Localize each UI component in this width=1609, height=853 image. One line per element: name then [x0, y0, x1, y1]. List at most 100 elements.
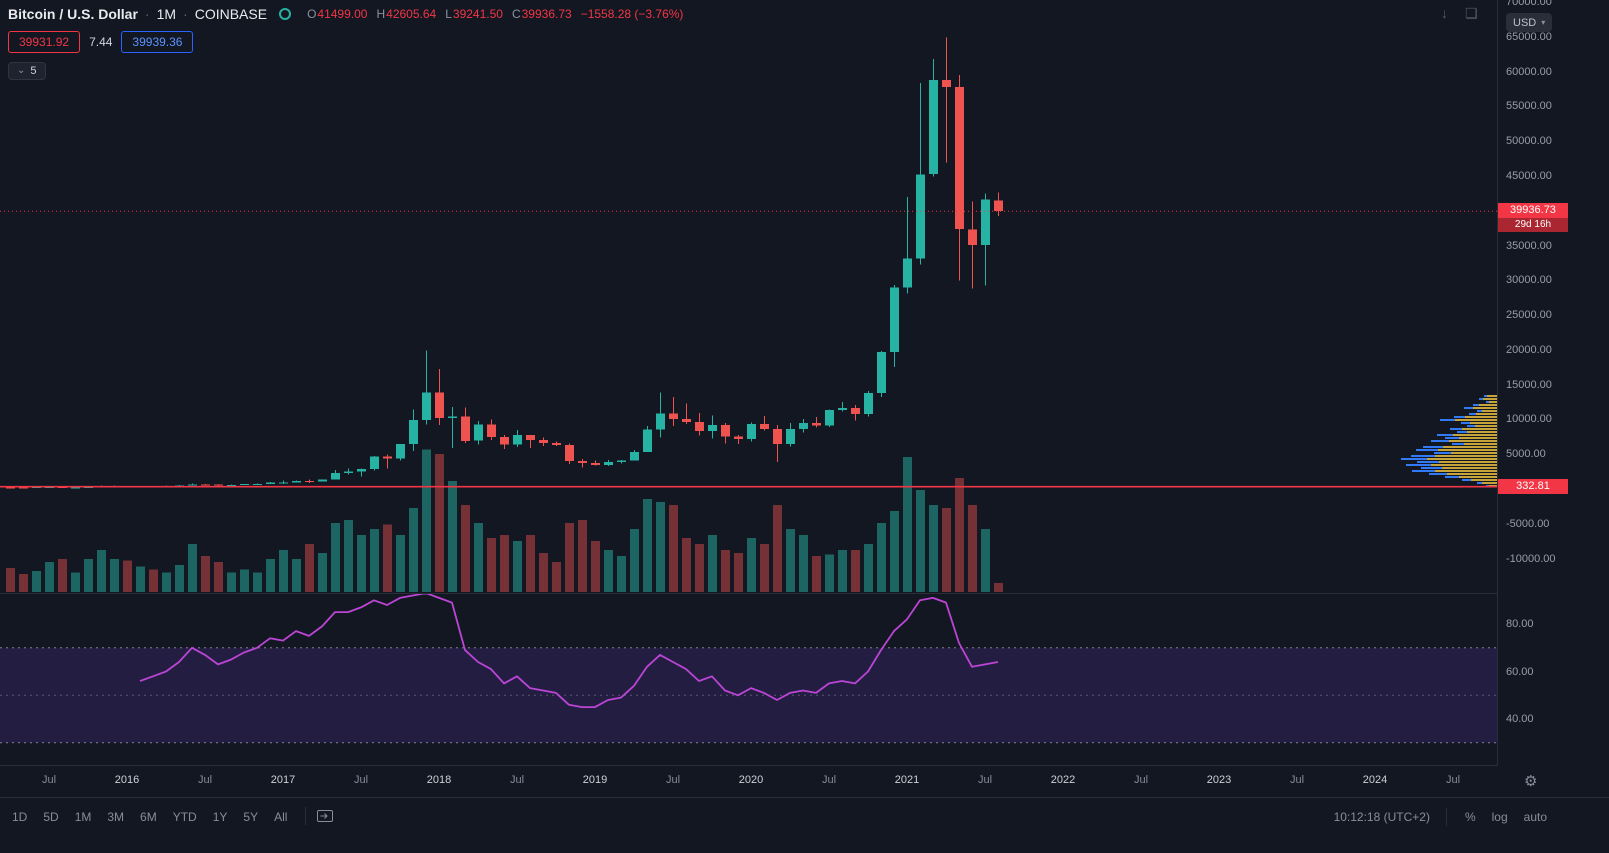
volume-profile-row: [1467, 425, 1475, 427]
volume-bar: [19, 574, 28, 592]
volume-profile-row: [1434, 452, 1451, 454]
snapshot-icon[interactable]: ❏: [1465, 5, 1478, 21]
volume-profile-row: [1431, 440, 1449, 442]
candlestick: [292, 480, 301, 483]
go-to-date-icon[interactable]: [316, 808, 334, 824]
scroll-to-realtime-icon[interactable]: ↓: [1441, 5, 1448, 21]
volume-bar: [617, 556, 626, 592]
symbol-title[interactable]: Bitcoin / U.S. Dollar: [8, 6, 138, 22]
range-button-all[interactable]: All: [266, 807, 295, 827]
volume-bar: [955, 478, 964, 592]
time-tick: Jul: [197, 774, 213, 786]
currency-selector-button[interactable]: USD ▾: [1506, 13, 1553, 32]
volume-profile-row: [1473, 404, 1479, 406]
pane-separator[interactable]: [0, 593, 1609, 594]
last-price-value: 39936.73: [1498, 203, 1568, 219]
price-axis[interactable]: USD ▾ 39936.73 29d 16h 332.81 70000.00 65…: [1498, 0, 1609, 766]
volume-profile-row: [1469, 413, 1476, 415]
candlestick: [656, 413, 665, 430]
caret-down-icon: ▾: [1541, 18, 1546, 27]
rsi-line[interactable]: [139, 593, 999, 708]
interval-label[interactable]: 1M: [156, 6, 177, 22]
horizontal-line-price-label[interactable]: 332.81: [1498, 478, 1568, 494]
range-button-6m[interactable]: 6M: [132, 807, 165, 827]
range-button-ytd[interactable]: YTD: [165, 807, 205, 827]
volume-bar: [474, 523, 483, 592]
rsi-tick: 80.00: [1506, 618, 1534, 630]
last-price-label: 39936.73 29d 16h: [1498, 203, 1568, 233]
candlestick: [825, 410, 834, 426]
bottom-toolbar: 1D 5D 1M 3M 6M YTD 1Y 5Y All 10:12:18 (UTC+2) % …: [0, 798, 1609, 853]
volume-bar: [500, 535, 509, 592]
volume-profile-row: [1438, 449, 1497, 451]
volume-profile-row: [1439, 461, 1497, 463]
candlestick: [617, 460, 626, 463]
volume-bar: [734, 553, 743, 592]
volume-profile-row: [1465, 416, 1497, 418]
percent-scale-button[interactable]: %: [1457, 807, 1484, 827]
volume-profile-row: [1461, 422, 1470, 424]
indicators-collapse-toggle[interactable]: ⌄ 5: [8, 62, 46, 80]
volume-profile-row: [1442, 467, 1497, 469]
volume-profile-row: [1486, 401, 1489, 403]
volume-bar: [825, 554, 834, 592]
candlestick: [604, 462, 613, 465]
clock[interactable]: 10:12:18 (UTC+2): [1333, 810, 1430, 824]
price-tick: 20000.00: [1506, 343, 1552, 356]
ohlc-readout: O41499.00 H42605.64 L39241.50 C39936.73: [307, 7, 572, 21]
volume-bar: [110, 559, 119, 592]
separator-dot: ·: [183, 6, 188, 22]
volume-bar: [175, 565, 184, 592]
chart-corner-icons: ↓ ❏: [1441, 5, 1478, 22]
auto-scale-button[interactable]: auto: [1516, 807, 1555, 827]
log-scale-button[interactable]: log: [1484, 807, 1516, 827]
candlestick: [513, 435, 522, 445]
spread-value: 7.44: [89, 35, 113, 49]
candlestick: [305, 480, 314, 482]
range-button-1m[interactable]: 1M: [67, 807, 100, 827]
range-button-1y[interactable]: 1Y: [205, 807, 236, 827]
candlestick: [773, 429, 782, 445]
candlestick: [175, 485, 184, 487]
volume-profile-row: [1459, 437, 1497, 439]
toolbar-divider: [305, 807, 307, 825]
range-button-3m[interactable]: 3M: [99, 807, 132, 827]
price-tick: 10000.00: [1506, 413, 1552, 426]
volume-bar: [760, 544, 769, 592]
market-status-icon: [279, 8, 292, 20]
volume-profile-row: [1462, 428, 1497, 430]
price-chart-canvas[interactable]: [0, 0, 1497, 766]
price-tick: -5000.00: [1506, 517, 1550, 530]
candlestick: [214, 484, 223, 486]
volume-bar: [786, 529, 795, 592]
range-button-5y[interactable]: 5Y: [235, 807, 266, 827]
rsi-tick: 60.00: [1506, 665, 1534, 678]
volume-bar: [708, 535, 717, 592]
range-button-5d[interactable]: 5D: [35, 807, 66, 827]
volume-bar: [214, 562, 223, 592]
volume-bar: [84, 559, 93, 592]
time-tick: 2022: [1050, 774, 1076, 786]
volume-profile-row: [1445, 476, 1459, 478]
time-tick: Jul: [353, 774, 369, 786]
close-label: C: [511, 7, 521, 21]
time-tick: 2020: [738, 774, 764, 786]
candlestick: [240, 484, 249, 486]
volume-bar: [435, 454, 444, 592]
time-tick: Jul: [1289, 774, 1305, 786]
price-tick: 45000.00: [1506, 169, 1552, 182]
sell-price-button[interactable]: 39931.92: [8, 31, 81, 53]
candlestick: [942, 79, 951, 88]
volume-profile-row: [1471, 479, 1497, 481]
buy-price-button[interactable]: 39939.36: [121, 31, 194, 53]
range-button-1d[interactable]: 1D: [4, 807, 35, 827]
time-axis[interactable]: ⚙ Jul 2016 Jul 2017 Jul 2018 Jul 2019 Jul 2020 Jul…: [0, 766, 1609, 797]
time-tick: Jul: [1445, 774, 1461, 786]
candlestick: [500, 436, 509, 445]
candlestick: [682, 418, 691, 422]
price-tick: 55000.00: [1506, 100, 1552, 113]
volume-bar: [591, 541, 600, 592]
gear-icon[interactable]: ⚙: [1524, 773, 1538, 790]
candlestick: [968, 229, 977, 246]
volume-bar: [409, 508, 418, 592]
